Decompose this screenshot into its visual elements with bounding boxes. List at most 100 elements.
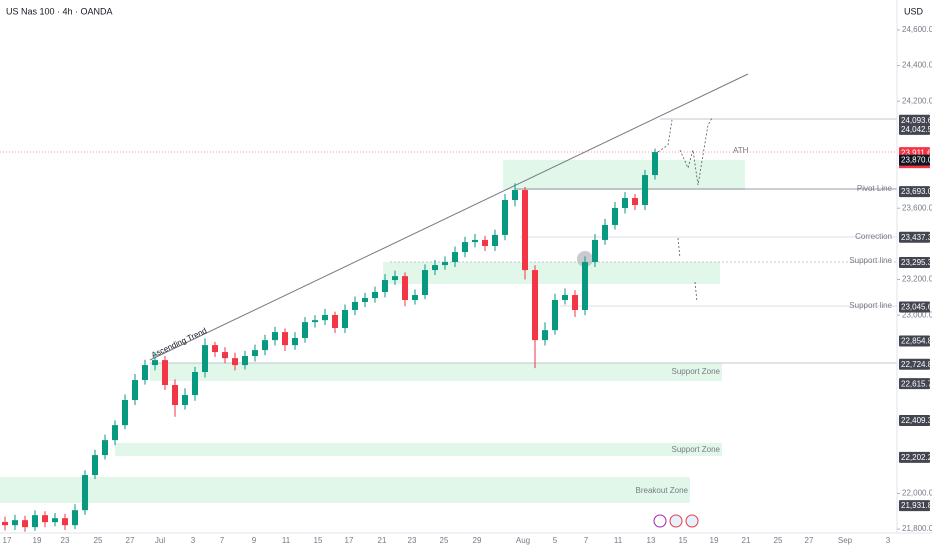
candle-body: [112, 425, 118, 441]
candle-body: [122, 400, 128, 426]
candle-body: [622, 198, 628, 209]
currency: USD: [904, 6, 924, 16]
x-tick-label: 25: [94, 536, 103, 545]
candle-body: [562, 295, 568, 301]
x-tick-label: 5: [553, 536, 558, 545]
chart-title: US Nas 100 · 4h · OANDA: [6, 6, 113, 16]
zone: [150, 363, 722, 381]
candle-body: [492, 234, 498, 246]
x-tick-label: 11: [614, 536, 623, 545]
x-tick-label: 27: [805, 536, 814, 545]
candle-body: [532, 270, 538, 341]
candle-body: [602, 224, 608, 240]
zone: [383, 262, 720, 284]
candle-body: [342, 309, 348, 328]
x-tick-label: 21: [378, 536, 387, 545]
candle-body: [502, 200, 508, 235]
candle-body: [632, 198, 638, 205]
candle-body: [302, 322, 308, 338]
candle-body: [462, 242, 468, 253]
candle-body: [352, 301, 358, 310]
price-badge: [899, 414, 930, 426]
candle-body: [382, 280, 388, 292]
annotation: Support Zone: [672, 367, 721, 376]
candle-body: [62, 518, 68, 526]
candle-body: [642, 175, 648, 205]
candle-body: [392, 276, 398, 281]
x-tick-label: Jul: [155, 536, 165, 545]
x-tick-label: 3: [886, 536, 891, 545]
x-tick-label: 19: [33, 536, 42, 545]
candle-body: [72, 510, 78, 526]
icons: [653, 514, 699, 528]
candle-body: [32, 515, 38, 528]
price-badge: [899, 154, 930, 166]
candle-body: [42, 515, 48, 523]
candle-body: [512, 190, 518, 201]
x-tick-label: 3: [191, 536, 196, 545]
candle-body: [582, 262, 588, 310]
candle-body: [472, 239, 478, 243]
price-badge-label: 22,854.8: [901, 337, 932, 346]
candle-body: [432, 265, 438, 271]
x-tick-label: 19: [710, 536, 719, 545]
price-badge-label: 23,911.6: [901, 148, 932, 157]
price-badge: [899, 114, 930, 126]
price-badge-label: 24,042.5: [901, 125, 932, 134]
candle-body: [2, 521, 8, 526]
price-badge: [899, 123, 930, 135]
y-tick-label: 21,800.0: [902, 524, 932, 533]
x-tick-label: 9: [252, 536, 257, 545]
candle-body: [102, 440, 108, 456]
zone: [115, 443, 722, 456]
price-badge-label: 23,870.0: [901, 156, 932, 165]
candle-body: [202, 345, 208, 373]
candle-body: [182, 395, 188, 406]
candle-body: [252, 350, 258, 356]
candle-body: [402, 276, 408, 301]
price-badge-label: 21,931.8: [901, 501, 932, 510]
candle-body: [612, 208, 618, 225]
candle-body: [22, 520, 28, 528]
x-tick-label: Aug: [516, 536, 530, 545]
candle-body: [292, 337, 298, 346]
y-tick-label: 24,600.0: [902, 25, 932, 34]
price-badge-label: 23,693.0: [901, 187, 932, 196]
icon: [653, 514, 667, 528]
price-badge-label: 22,202.2: [901, 453, 932, 462]
x-tick-label: 23: [61, 536, 70, 545]
x-tick-label: 17: [3, 536, 12, 545]
candle-body: [652, 152, 658, 176]
candle-body: [372, 291, 378, 299]
y-tick-label: 24,200.0: [902, 96, 932, 105]
y-tick-label: 23,200.0: [902, 275, 932, 284]
candle-body: [132, 380, 138, 401]
price-badge: [899, 301, 930, 313]
candle-body: [212, 345, 218, 353]
y-tick-label: 23,000.0: [902, 310, 932, 319]
price-badge-label: 22,724.8: [901, 360, 932, 369]
candle-body: [452, 252, 458, 263]
zones: [0, 160, 745, 503]
candle-body: [592, 239, 598, 263]
zone: [503, 160, 745, 190]
annotation: Support Zone: [672, 445, 721, 454]
x-tick-label: 27: [126, 536, 135, 545]
price-badge-label: 22,409.3: [901, 416, 932, 425]
annotation: ATH: [733, 146, 749, 155]
candle-body: [152, 360, 158, 366]
y-tick-label: 22,000.0: [902, 489, 932, 498]
price-badge: [899, 378, 930, 390]
candle-body: [262, 340, 268, 351]
candle-body: [552, 300, 558, 331]
x-tick-label: 7: [584, 536, 589, 545]
x-tick-label: 11: [282, 536, 291, 545]
zone: [0, 477, 690, 503]
x-tick-label: 15: [679, 536, 688, 545]
candle-body: [232, 358, 238, 366]
candle-body: [162, 360, 168, 386]
candle-body: [312, 320, 318, 323]
trend-line: [149, 73, 749, 361]
price-badge-label: 22,615.7: [901, 379, 932, 388]
